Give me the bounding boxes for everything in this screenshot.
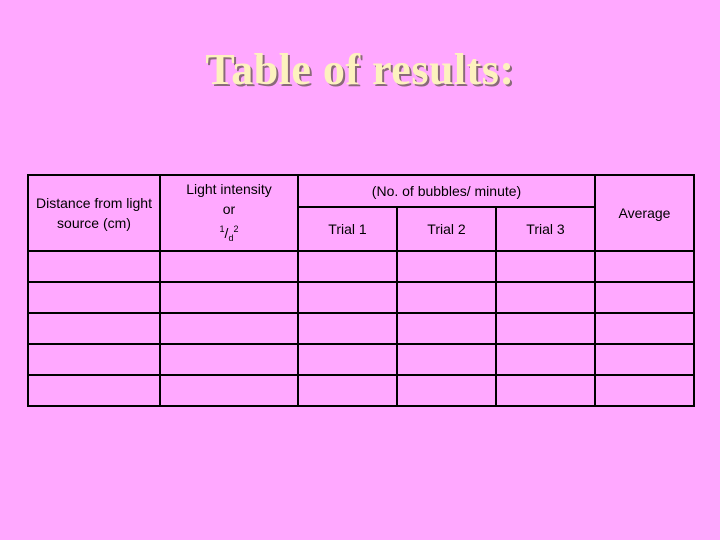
table-cell[interactable]	[297, 250, 398, 283]
table-cell[interactable]	[396, 281, 497, 314]
table-row	[27, 343, 695, 376]
table-cell[interactable]	[594, 343, 695, 376]
formula-exponent: 2	[233, 223, 239, 234]
table-row	[27, 250, 695, 283]
header-trial-1: Trial 1	[297, 206, 398, 252]
table-cell[interactable]	[27, 281, 161, 314]
table-cell[interactable]	[495, 312, 596, 345]
table-cell[interactable]	[396, 312, 497, 345]
formula-denominator: d	[228, 232, 234, 243]
slide-title: Table of results:	[205, 45, 515, 94]
table-cell[interactable]	[159, 374, 299, 407]
table-cell[interactable]	[594, 312, 695, 345]
table-cell[interactable]	[495, 250, 596, 283]
table-cell[interactable]	[159, 281, 299, 314]
table-cell[interactable]	[495, 343, 596, 376]
table-cell[interactable]	[159, 312, 299, 345]
table-cell[interactable]	[594, 250, 695, 283]
table-cell[interactable]	[396, 343, 497, 376]
header-trial-2: Trial 2	[396, 206, 497, 252]
table-row	[27, 312, 695, 345]
table-cell[interactable]	[495, 374, 596, 407]
table-subheader-row: Trial 1 Trial 2 Trial 3	[28, 206, 694, 252]
table-cell[interactable]	[594, 374, 695, 407]
table-cell[interactable]	[159, 250, 299, 283]
table-cell[interactable]	[396, 250, 497, 283]
table-cell[interactable]	[297, 343, 398, 376]
formula-slash: /	[224, 224, 229, 241]
header-light-intensity: Light intensity or 1/d2	[159, 174, 299, 252]
table-row	[27, 281, 695, 314]
table-cell[interactable]	[594, 281, 695, 314]
table-cell[interactable]	[396, 374, 497, 407]
table-row	[27, 374, 695, 407]
table-cell[interactable]	[159, 343, 299, 376]
table-cell[interactable]	[27, 250, 161, 283]
header-intensity-line2: or	[222, 200, 236, 217]
table-cell[interactable]	[297, 281, 398, 314]
table-cell[interactable]	[27, 343, 161, 376]
table-cell[interactable]	[297, 312, 398, 345]
formula-numerator: 1	[219, 223, 225, 234]
header-average: Average	[594, 174, 695, 252]
table-header-row: Distance from light source (cm) Light in…	[27, 174, 695, 252]
header-intensity-formula: 1/d2	[161, 219, 297, 248]
header-trial-3: Trial 3	[495, 206, 596, 252]
table-cell[interactable]	[297, 374, 398, 407]
header-bubbles-group: (No. of bubbles/ minute)	[297, 174, 596, 208]
table-cell[interactable]	[27, 374, 161, 407]
header-distance: Distance from light source (cm)	[27, 174, 161, 252]
table-cell[interactable]	[495, 281, 596, 314]
table-cell[interactable]	[27, 312, 161, 345]
header-intensity-line1: Light intensity	[186, 180, 272, 197]
results-table: Distance from light source (cm) Light in…	[27, 174, 695, 407]
